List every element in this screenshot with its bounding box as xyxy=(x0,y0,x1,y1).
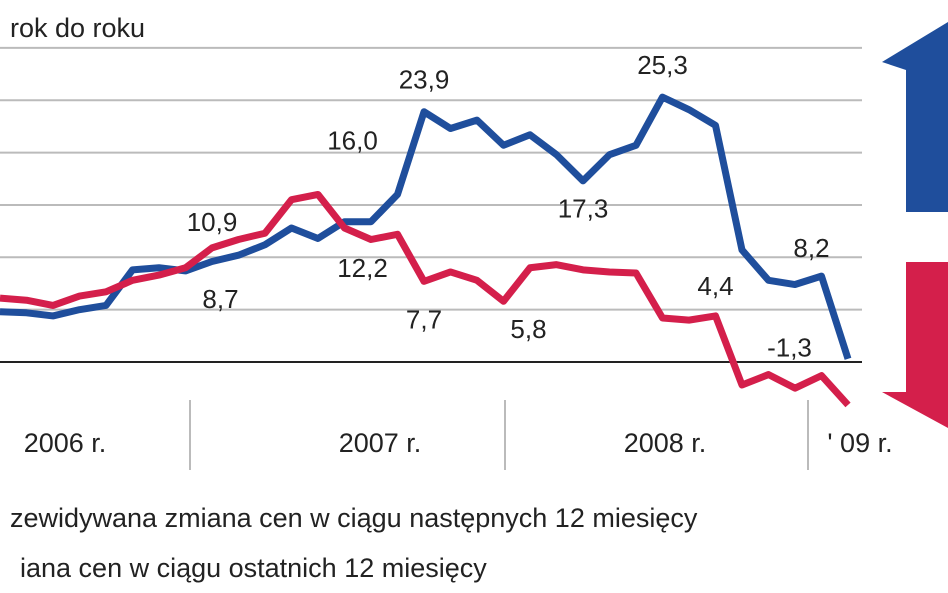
value-label: -1,3 xyxy=(767,332,812,362)
legend-label: iana cen w ciągu ostatnich 12 miesięcy xyxy=(20,553,487,583)
value-label: 7,7 xyxy=(406,304,442,334)
x-period-label: 2008 r. xyxy=(624,428,707,458)
legend-label: zewidywana zmiana cen w ciągu następnych… xyxy=(10,503,698,533)
decor-arrow-down xyxy=(882,262,948,428)
value-label: 4,4 xyxy=(697,271,733,301)
value-label: 5,8 xyxy=(510,314,546,344)
value-label: 12,2 xyxy=(337,253,388,283)
x-period-label: 2007 r. xyxy=(339,428,422,458)
year-separators xyxy=(189,400,809,470)
chart-subtitle: rok do roku xyxy=(10,13,145,43)
series-line xyxy=(0,93,852,360)
value-label: 10,9 xyxy=(187,207,238,237)
value-label: 8,7 xyxy=(202,284,238,314)
value-label: 8,2 xyxy=(793,233,829,263)
x-period-label: 2006 r. xyxy=(24,428,107,458)
value-label: 16,0 xyxy=(327,125,378,155)
series-line xyxy=(0,190,851,408)
x-period-label: ' 09 r. xyxy=(827,428,892,458)
value-label: 17,3 xyxy=(558,194,609,224)
value-label: 23,9 xyxy=(399,65,450,95)
decor-arrow-up xyxy=(882,22,948,212)
value-label: 25,3 xyxy=(637,50,688,80)
